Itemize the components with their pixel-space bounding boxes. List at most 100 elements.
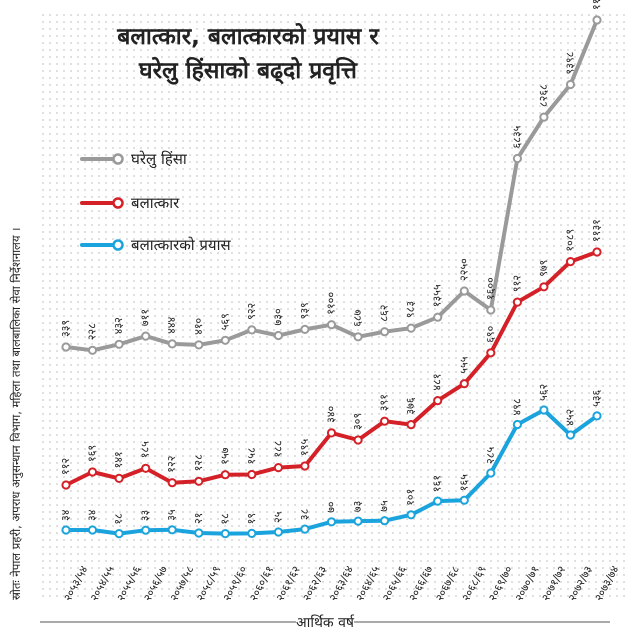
data-label: १०१ <box>404 489 417 506</box>
data-label: ९१२ <box>510 275 523 292</box>
data-point <box>326 320 337 330</box>
dotted-grid <box>40 10 630 602</box>
data-label: ३३ <box>139 510 152 521</box>
legend-marker <box>112 153 124 165</box>
series-layer: ३३९ २२८ ४३२ ७११ ४४४ ४१० ५६९ ९२२ ७३० ९३९ ११०० ६८७ ८६२… <box>59 0 603 539</box>
data-label: ३४ <box>86 509 99 521</box>
data-point <box>353 332 363 342</box>
data-point <box>512 297 523 307</box>
data-label: ४५२ <box>564 409 577 426</box>
data-label: ५३६ <box>590 389 603 406</box>
data-label: ८२६८ <box>537 84 550 107</box>
data-point <box>114 529 124 539</box>
data-point <box>220 470 230 480</box>
data-point <box>194 340 204 350</box>
data-label: ५५५ <box>457 356 470 373</box>
x-axis-title: आर्थिक वर्ष <box>296 614 355 631</box>
data-label: ४९८ <box>510 398 523 415</box>
data-label: ४४४ <box>165 316 178 333</box>
data-label: ३३९ <box>59 320 72 337</box>
data-point <box>380 516 390 526</box>
series-3: ३४ ३४ १८ ३३ ३५ २१ १८ १९ २५ ३८ ७० ७३ ७५ १०१ १६१ १६५ २८५ ४९… <box>59 384 603 539</box>
data-label: १५७ <box>218 447 231 464</box>
data-label: ७११ <box>139 309 152 326</box>
data-point <box>273 527 283 537</box>
data-label: ३९१ <box>378 394 391 411</box>
data-label: १६५ <box>457 474 470 491</box>
series-1: ३३९ २२८ ४३२ ७११ ४४४ ४१० ५६९ ९२२ ७३० ९३९ ११०० ६८७ ८६२… <box>59 0 603 355</box>
data-point <box>353 435 363 445</box>
data-label: ७३ <box>351 501 364 512</box>
data-label: ११०० <box>325 292 338 315</box>
data-label: १९५ <box>298 439 311 456</box>
data-label: १३५५ <box>431 284 444 307</box>
data-point <box>273 330 283 341</box>
data-point <box>565 79 576 90</box>
data-point <box>300 461 310 471</box>
data-point <box>167 478 177 488</box>
data-point <box>459 286 469 296</box>
data-label: ८६२ <box>378 305 391 322</box>
data-point <box>220 335 230 345</box>
data-label: ७५ <box>378 500 391 512</box>
legend-marker <box>112 197 124 209</box>
data-point <box>61 480 71 490</box>
data-point <box>406 420 416 430</box>
data-point <box>61 342 71 352</box>
data-label: १८५ <box>139 441 152 458</box>
data-label: १९ <box>245 513 258 524</box>
data-point <box>194 528 204 538</box>
data-point <box>433 496 443 506</box>
data-label: १६१ <box>431 475 444 492</box>
data-label: ३०९ <box>351 413 364 430</box>
data-point <box>512 153 523 164</box>
data-point <box>326 517 337 527</box>
data-point <box>326 428 337 438</box>
data-point <box>592 411 602 421</box>
data-point <box>114 339 124 349</box>
data-point <box>247 469 257 480</box>
data-point <box>247 528 257 539</box>
data-point <box>87 525 98 535</box>
data-point <box>87 467 98 477</box>
data-label: ४८१ <box>431 373 444 390</box>
data-label: १०८९ <box>564 229 577 252</box>
data-point <box>486 468 496 478</box>
legend-label: बलात्कारको प्रयास <box>131 236 232 254</box>
data-label: ७३० <box>271 308 284 325</box>
data-label: ६८७ <box>351 309 364 326</box>
legend-label: घरेलु हिंसा <box>131 150 188 169</box>
data-label: २१ <box>192 513 205 524</box>
legend-item-2: बलात्कार <box>80 194 180 212</box>
data-point <box>141 525 151 535</box>
data-label: ६८३५ <box>510 125 523 148</box>
data-label: १२८ <box>192 454 205 471</box>
data-label: २८५ <box>484 447 497 464</box>
data-label: ६९० <box>484 325 497 342</box>
data-point <box>380 416 390 426</box>
data-label: १५८ <box>245 447 258 464</box>
data-point <box>539 282 549 292</box>
legend-label: बलात्कार <box>131 194 180 212</box>
data-point <box>194 476 204 486</box>
data-label: १६९ <box>86 445 99 462</box>
data-label: ९३९ <box>298 302 311 319</box>
data-label: १८८ <box>271 440 284 457</box>
data-point <box>141 463 151 473</box>
data-point <box>592 247 602 257</box>
source-note: स्रोतः नेपाल प्रहरी, अपराध अनुसन्धान विभ… <box>9 227 24 600</box>
data-point <box>406 323 416 333</box>
data-label: ४३२ <box>112 317 125 334</box>
data-point <box>220 529 230 539</box>
data-label: १८ <box>218 513 231 525</box>
data-label: ११३१ <box>590 219 603 242</box>
data-label: २२५० <box>457 258 470 281</box>
data-point <box>433 396 443 406</box>
data-point <box>486 305 496 315</box>
data-point <box>539 112 549 122</box>
data-point <box>273 463 283 473</box>
data-point <box>114 473 124 483</box>
legend: घरेलु हिंसा बलात्कार बलात्कारको प्रयास <box>80 150 232 254</box>
data-point <box>380 327 390 337</box>
